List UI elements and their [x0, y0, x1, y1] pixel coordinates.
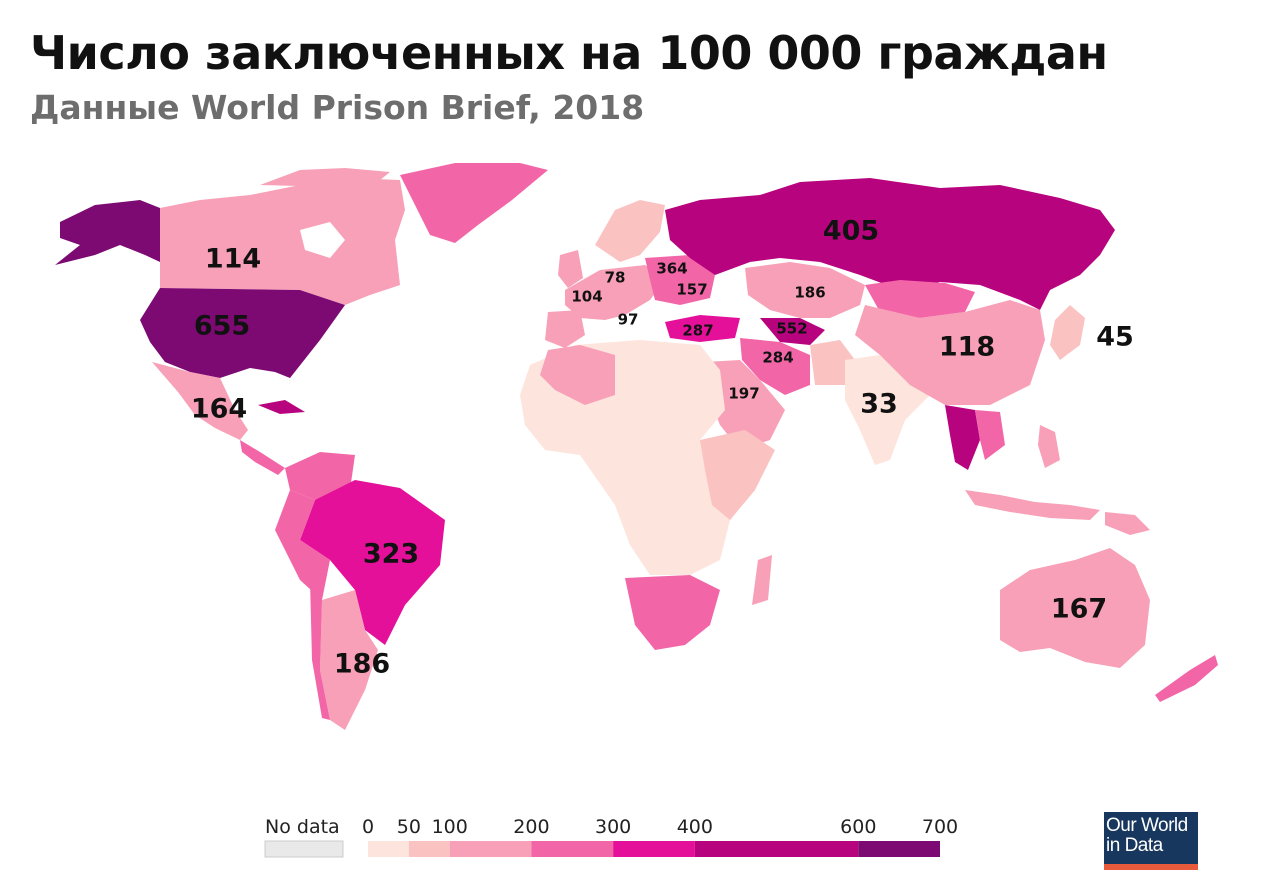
value-label-turkmenistan: 552	[776, 320, 807, 338]
legend-bin-400-600	[694, 841, 859, 857]
central-america-shape	[240, 440, 285, 475]
southeast-asia-shape	[945, 405, 980, 470]
madagascar-shape	[752, 555, 772, 605]
canada-shape	[160, 178, 405, 305]
east-africa-shape	[700, 430, 775, 520]
legend-tick-50: 50	[397, 816, 421, 838]
uk-shape	[558, 250, 583, 288]
owid-logo-line2: in Data	[1106, 835, 1163, 856]
alaska-shape	[55, 200, 160, 265]
legend-no-data-swatch	[264, 840, 344, 858]
value-label-russia: 405	[823, 216, 879, 247]
value-label-canada: 114	[205, 244, 261, 275]
central-asia-shape	[760, 318, 825, 345]
legend: No data 0 50 100 200 300 400 600 700	[264, 816, 958, 858]
japan-shape	[1050, 305, 1085, 360]
usa-shape	[140, 288, 345, 378]
value-label-mexico: 164	[191, 394, 247, 425]
indonesia-shape	[965, 490, 1100, 520]
legend-bin-300-400	[613, 841, 695, 857]
map-subtitle: Данные World Prison Brief, 2018	[30, 88, 645, 127]
map-title: Число заключенных на 100 000 граждан	[30, 26, 1108, 80]
colombia-venezuela-shape	[285, 452, 355, 500]
new-zealand-shape	[1155, 655, 1218, 702]
indochina-shape	[975, 410, 1005, 460]
value-label-germany: 78	[605, 269, 626, 287]
value-label-australia: 167	[1051, 594, 1107, 625]
chile-shape	[310, 580, 330, 720]
eastern-europe-shape	[645, 255, 715, 305]
value-label-turkey: 287	[682, 322, 713, 340]
value-label-ukraine: 157	[676, 281, 707, 299]
peru-bolivia-shape	[275, 490, 330, 600]
value-label-india: 33	[860, 389, 898, 420]
value-label-belarus: 364	[656, 260, 687, 278]
philippines-shape	[1038, 425, 1060, 468]
iberia-shape	[545, 310, 585, 348]
scandinavia-shape	[595, 200, 665, 262]
southern-cone-shape	[320, 590, 378, 730]
value-label-france: 104	[571, 288, 602, 306]
australia-shape	[1000, 548, 1150, 668]
brazil-shape	[300, 480, 445, 645]
legend-bin-50-100	[408, 841, 450, 857]
legend-bin-100-200	[449, 841, 532, 857]
legend-bin-600-700	[858, 841, 940, 857]
legend-tick-200: 200	[513, 816, 549, 838]
owid-logo-bar	[1104, 864, 1198, 870]
value-label-iran: 284	[762, 349, 793, 367]
new-guinea-shape	[1105, 512, 1150, 535]
arabia-shape	[705, 360, 785, 450]
legend-tick-100: 100	[432, 816, 468, 838]
owid-logo-line1: Our World	[1106, 815, 1188, 836]
mongolia-shape	[865, 280, 975, 318]
southern-africa-shape	[625, 575, 720, 650]
legend-bin-200-300	[531, 841, 614, 857]
legend-tick-600: 600	[840, 816, 876, 838]
cuba-shape	[258, 400, 305, 414]
hudson-bay-shape	[300, 222, 345, 258]
value-label-brazil: 323	[363, 539, 419, 570]
value-label-japan: 45	[1096, 322, 1134, 353]
canadian-arctic-shape	[260, 168, 390, 186]
value-label-china: 118	[939, 332, 995, 363]
legend-bin-0-50	[368, 841, 409, 857]
legend-tick-700: 700	[922, 816, 958, 838]
china-shape	[855, 300, 1045, 405]
owid-logo[interactable]: Our World in Data	[1104, 812, 1198, 870]
value-label-argentina: 186	[334, 649, 390, 680]
legend-tick-400: 400	[677, 816, 713, 838]
western-europe-shape	[565, 265, 665, 320]
russia-shape	[665, 178, 1115, 310]
iran-shape	[740, 338, 810, 395]
value-label-kazakhstan: 186	[794, 284, 825, 302]
value-label-united-states: 655	[194, 311, 250, 342]
morocco-algeria-shape	[540, 345, 615, 405]
value-label-italy: 97	[618, 311, 639, 329]
turkey-shape	[665, 315, 740, 342]
legend-no-data-label: No data	[265, 816, 340, 838]
legend-tick-300: 300	[595, 816, 631, 838]
mexico-shape	[152, 362, 248, 440]
kazakhstan-shape	[745, 262, 865, 318]
value-label-saudi-arabia: 197	[728, 385, 759, 403]
legend-tick-0: 0	[362, 816, 374, 838]
pakistan-afghan-shape	[810, 340, 855, 385]
greenland-shape	[400, 163, 548, 243]
